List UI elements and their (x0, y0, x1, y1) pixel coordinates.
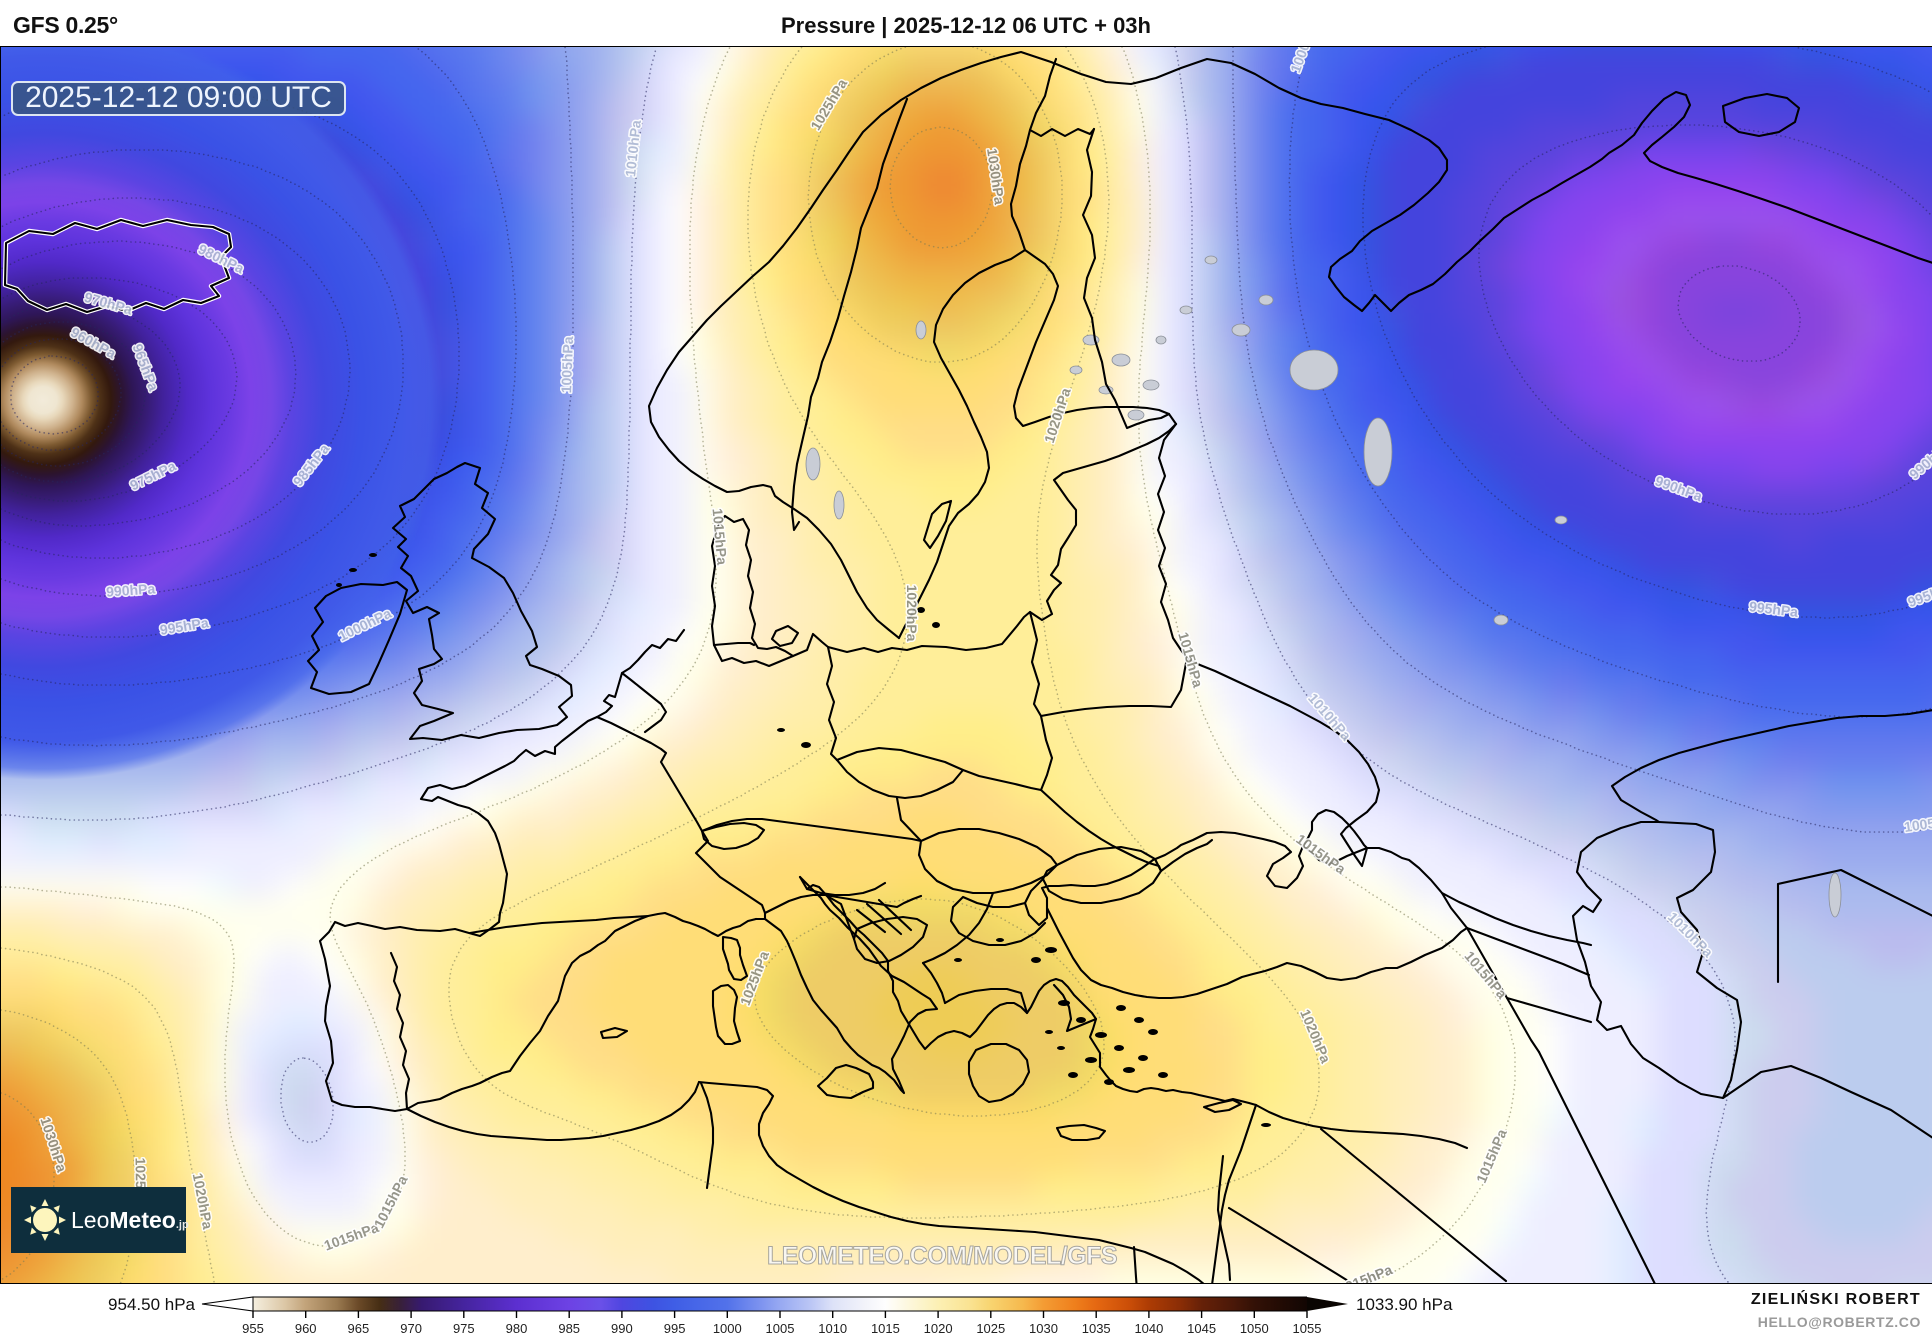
svg-text:960: 960 (295, 1321, 317, 1336)
svg-text:1015: 1015 (871, 1321, 900, 1336)
svg-text:980: 980 (506, 1321, 528, 1336)
svg-text:975: 975 (453, 1321, 475, 1336)
svg-text:955: 955 (242, 1321, 264, 1336)
svg-text:1050: 1050 (1240, 1321, 1269, 1336)
svg-text:965: 965 (348, 1321, 370, 1336)
svg-text:990: 990 (611, 1321, 633, 1336)
svg-text:985: 985 (558, 1321, 580, 1336)
svg-text:1040: 1040 (1134, 1321, 1163, 1336)
svg-text:995: 995 (664, 1321, 686, 1336)
svg-text:1005: 1005 (766, 1321, 795, 1336)
svg-text:1035: 1035 (1082, 1321, 1111, 1336)
svg-text:1045: 1045 (1187, 1321, 1216, 1336)
svg-text:990hPa: 990hPa (106, 580, 156, 599)
svg-text:1030: 1030 (1029, 1321, 1058, 1336)
svg-text:1005hPa: 1005hPa (558, 336, 576, 394)
svg-text:1025: 1025 (976, 1321, 1005, 1336)
svg-text:1015hPa: 1015hPa (710, 508, 731, 566)
svg-text:1000: 1000 (713, 1321, 742, 1336)
svg-text:1010: 1010 (818, 1321, 847, 1336)
svg-text:1055: 1055 (1293, 1321, 1322, 1336)
svg-text:1020: 1020 (924, 1321, 953, 1336)
svg-text:970: 970 (400, 1321, 422, 1336)
svg-text:1020hPa: 1020hPa (904, 585, 920, 642)
